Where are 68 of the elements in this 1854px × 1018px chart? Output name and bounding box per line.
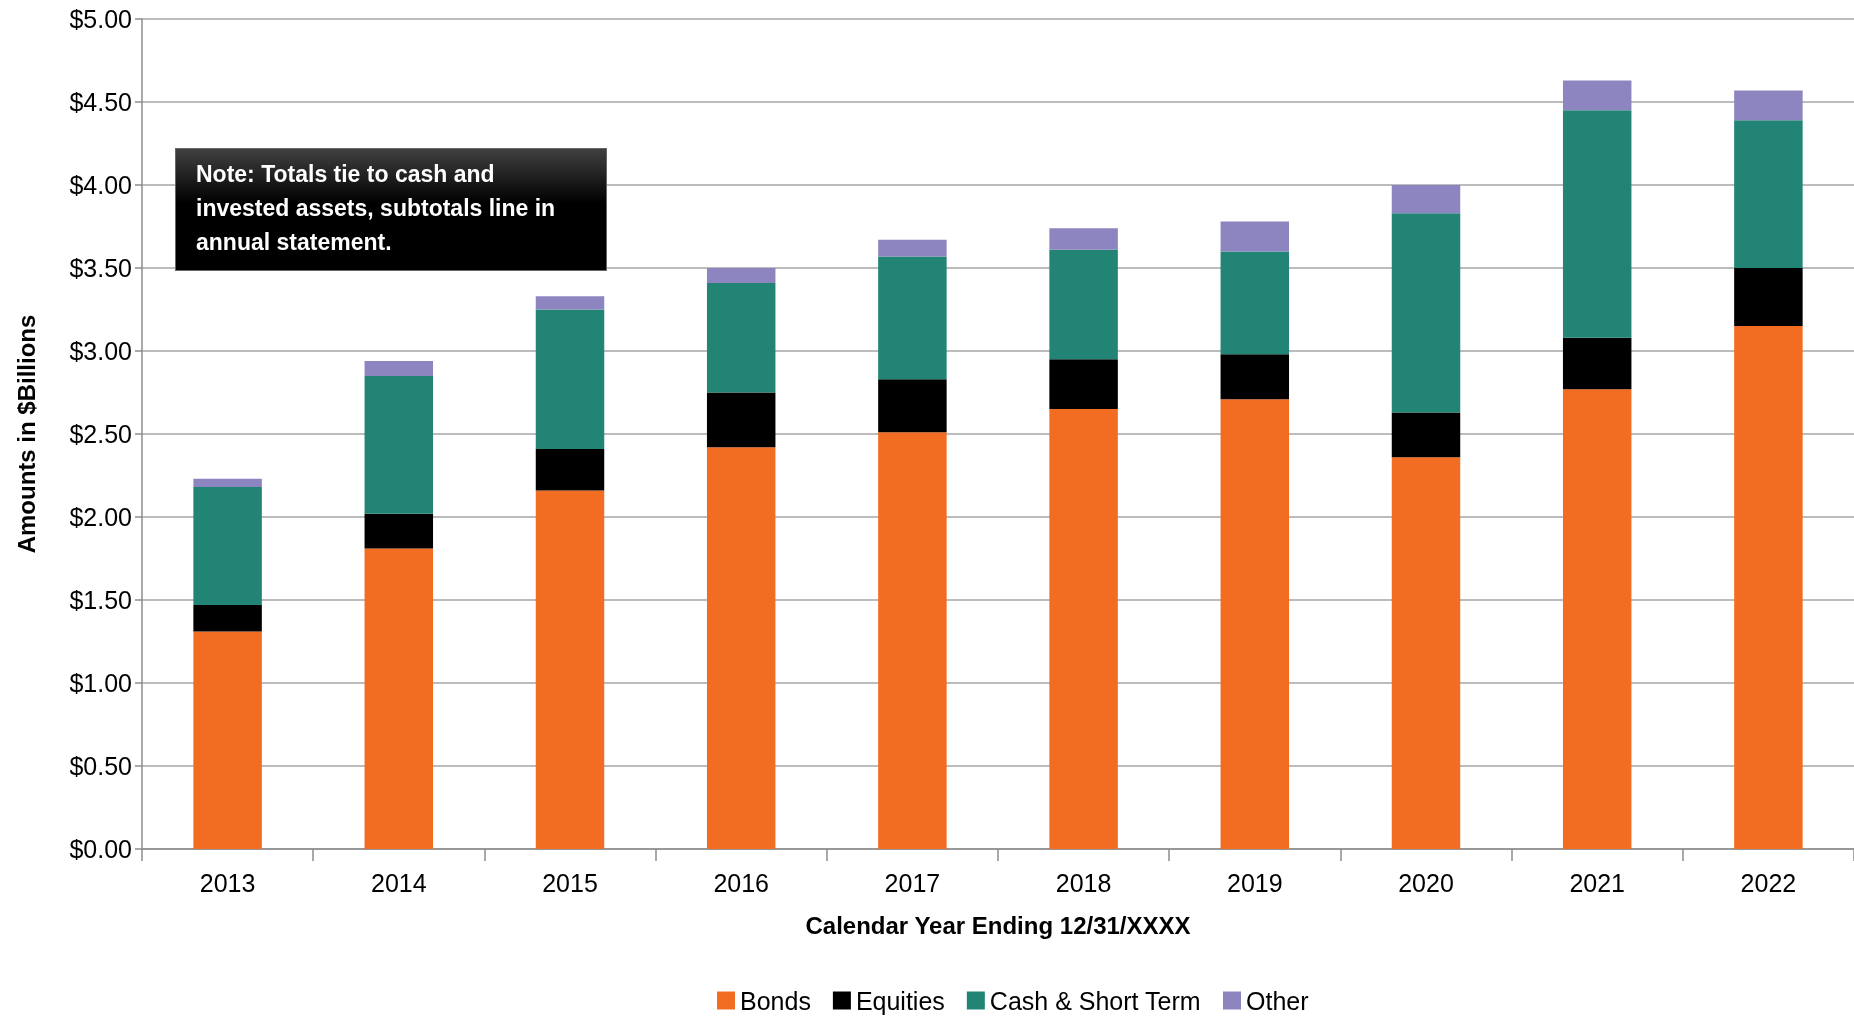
bar	[193, 487, 262, 605]
annotation: Note: Totals tie to cash and invested assets, subtotals line in annual statement.	[196, 160, 557, 257]
x-tick-label: 2019	[1226, 868, 1283, 897]
bar	[706, 447, 776, 849]
y-tick-label: $0.00	[69, 835, 132, 863]
x-tick-label: 2018	[1055, 868, 1112, 897]
bar	[706, 392, 776, 448]
y-tick-label: $4.50	[69, 88, 132, 116]
y-tick-label: $4.00	[69, 171, 132, 199]
x-tick-label: 2020	[1398, 868, 1454, 897]
x-tick-label: 2016	[713, 868, 770, 897]
y-tick-label: $1.00	[69, 669, 132, 697]
bar	[1220, 221, 1290, 252]
y-tick-label: $2.00	[69, 503, 132, 531]
bar	[1220, 354, 1290, 400]
bar	[1391, 213, 1461, 413]
legend-label: Cash & Short Term	[989, 986, 1201, 1015]
bar	[1562, 389, 1632, 849]
bar	[1391, 185, 1461, 214]
bar	[1049, 249, 1118, 360]
bar	[878, 432, 947, 849]
bar	[535, 448, 605, 491]
y-tick-label: $2.50	[69, 420, 132, 448]
y-tick-label: $3.00	[69, 337, 132, 365]
bar	[1562, 80, 1632, 111]
bar	[364, 360, 434, 376]
y-tick-label: $0.50	[69, 752, 132, 780]
bar	[1391, 412, 1461, 458]
bar	[535, 309, 605, 449]
y-tick-label: $5.00	[69, 5, 132, 33]
bar	[706, 268, 776, 283]
bar	[706, 282, 776, 393]
x-axis-title: Calendar Year Ending 12/31/XXXX	[805, 911, 1191, 939]
bar	[878, 239, 947, 257]
x-tick-label: 2017	[884, 868, 941, 897]
bar	[1220, 399, 1290, 849]
bar	[193, 478, 262, 488]
bar	[1562, 110, 1632, 338]
bar	[1734, 90, 1803, 121]
legend-label: Equities	[855, 986, 945, 1015]
bar	[1049, 409, 1118, 849]
bar	[364, 548, 434, 849]
x-tick-label: 2022	[1740, 868, 1797, 897]
bar	[364, 513, 434, 549]
y-tick-label: $1.50	[69, 586, 132, 614]
bar	[1049, 228, 1118, 250]
x-tick-label: 2013	[199, 868, 256, 897]
bar	[535, 296, 605, 310]
bar	[1734, 120, 1803, 268]
bar	[193, 604, 262, 632]
bar	[193, 631, 262, 849]
bar	[1049, 359, 1118, 410]
bar	[535, 490, 605, 849]
bar	[1220, 251, 1290, 355]
legend-label: Bonds	[740, 986, 811, 1015]
x-tick-label: 2014	[370, 868, 427, 897]
bar	[1391, 457, 1461, 849]
x-tick-label: 2021	[1569, 868, 1626, 897]
bar	[1562, 337, 1632, 390]
bar	[1734, 268, 1803, 327]
bar	[878, 379, 947, 433]
bar	[878, 256, 947, 380]
x-tick-label: 2015	[542, 868, 598, 897]
bar	[364, 375, 434, 514]
y-tick-label: $3.50	[69, 254, 132, 282]
bar	[1734, 326, 1803, 849]
legend-label: Other	[1246, 986, 1309, 1015]
y-axis-title: Amounts in $Billions	[12, 314, 40, 554]
